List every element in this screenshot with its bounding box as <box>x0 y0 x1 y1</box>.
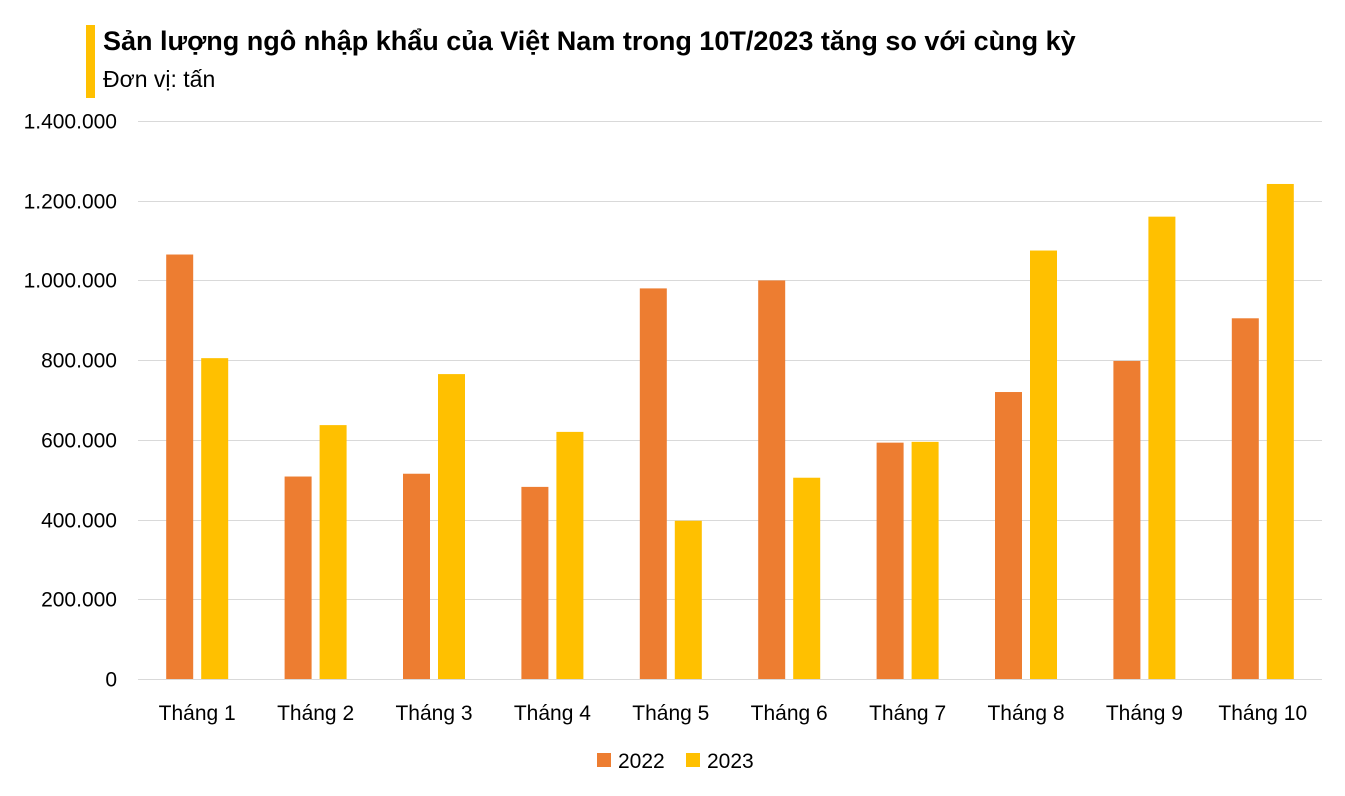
legend: 2022 2023 <box>597 750 754 773</box>
bar-2023-9 <box>1148 216 1176 679</box>
legend-label-2022: 2022 <box>618 750 665 773</box>
bar-2022-3 <box>403 473 430 679</box>
title-accent-bar <box>86 25 95 98</box>
grid-lines <box>138 121 1322 680</box>
x-category-label: Tháng 9 <box>1106 702 1183 725</box>
legend-swatch-2023 <box>686 753 700 767</box>
y-axis-tick-labels: 0 200.000 400.000 600.000 800.000 1.000.000 1.… <box>24 111 117 692</box>
y-tick-label: 0 <box>105 669 117 692</box>
bar-2022-5 <box>639 288 667 679</box>
bar-2023-3 <box>438 374 465 679</box>
y-tick-label: 1.200.000 <box>24 191 117 214</box>
bar-2023-4 <box>556 431 584 679</box>
y-tick-label: 1.000.000 <box>24 270 117 293</box>
y-tick-label: 800.000 <box>41 350 117 373</box>
x-category-label: Tháng 7 <box>869 702 946 725</box>
bar-2022-6 <box>758 280 786 679</box>
bar-2023-2 <box>319 425 347 679</box>
legend-swatch-2022 <box>597 753 611 767</box>
bar-2022-10 <box>1231 318 1259 679</box>
y-tick-label: 600.000 <box>41 430 117 453</box>
x-category-label: Tháng 2 <box>277 702 354 725</box>
y-tick-label: 1.400.000 <box>24 111 117 134</box>
bar-2022-4 <box>521 486 549 679</box>
x-category-label: Tháng 5 <box>632 702 709 725</box>
bar-2023-7 <box>911 441 939 679</box>
y-tick-label: 200.000 <box>41 589 117 612</box>
chart-title: Sản lượng ngô nhập khẩu của Việt Nam tro… <box>103 26 1076 56</box>
bar-2022-8 <box>995 392 1022 679</box>
bar-2023-10 <box>1266 183 1294 679</box>
chart-subtitle: Đơn vị: tấn <box>103 66 216 92</box>
bar-2022-2 <box>284 476 312 679</box>
bar-2023-5 <box>674 520 702 679</box>
bar-2023-6 <box>793 477 821 679</box>
bar-2022-7 <box>876 442 904 679</box>
bar-2022-1 <box>166 254 194 679</box>
bar-2022-9 <box>1113 360 1141 679</box>
legend-label-2023: 2023 <box>707 750 754 773</box>
x-category-label: Tháng 4 <box>514 702 591 725</box>
x-category-label: Tháng 6 <box>751 702 828 725</box>
bar-2023-8 <box>1030 250 1057 680</box>
bar-2023-1 <box>201 358 229 679</box>
x-category-label: Tháng 1 <box>159 702 236 725</box>
x-category-label: Tháng 8 <box>987 702 1064 725</box>
x-category-label: Tháng 3 <box>395 702 472 725</box>
x-category-label: Tháng 10 <box>1218 702 1307 725</box>
x-axis-category-labels: Tháng 1 Tháng 2 Tháng 3 Tháng 4 Tháng 5 Tháng… <box>159 702 1308 725</box>
y-tick-label: 400.000 <box>41 510 117 533</box>
bars <box>166 183 1294 680</box>
